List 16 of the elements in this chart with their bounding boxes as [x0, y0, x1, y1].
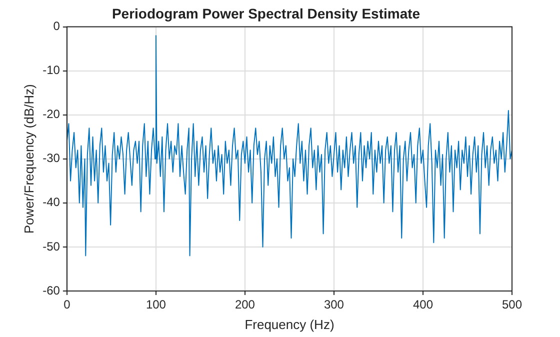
chart-title: Periodogram Power Spectral Density Estimate [112, 5, 420, 22]
y-tick-label: -20 [42, 107, 60, 122]
x-axis-title: Frequency (Hz) [244, 316, 334, 332]
x-tick-label: 400 [412, 298, 434, 312]
x-tick-label: 0 [64, 298, 71, 312]
y-axis-title: Power/Frequency (dB/Hz) [21, 84, 36, 234]
x-tick-label: 300 [324, 298, 344, 312]
y-tick-label: 0 [53, 19, 60, 34]
y-tick-label: -60 [42, 283, 60, 298]
x-tick-label: 500 [502, 298, 522, 312]
y-tick-label: -30 [42, 151, 60, 166]
x-tick-label: 200 [234, 298, 256, 312]
y-tick-label: -40 [42, 195, 60, 210]
x-tick-label: 100 [146, 298, 166, 312]
y-tick-label: -50 [42, 239, 60, 254]
y-tick-label: -10 [42, 63, 60, 78]
